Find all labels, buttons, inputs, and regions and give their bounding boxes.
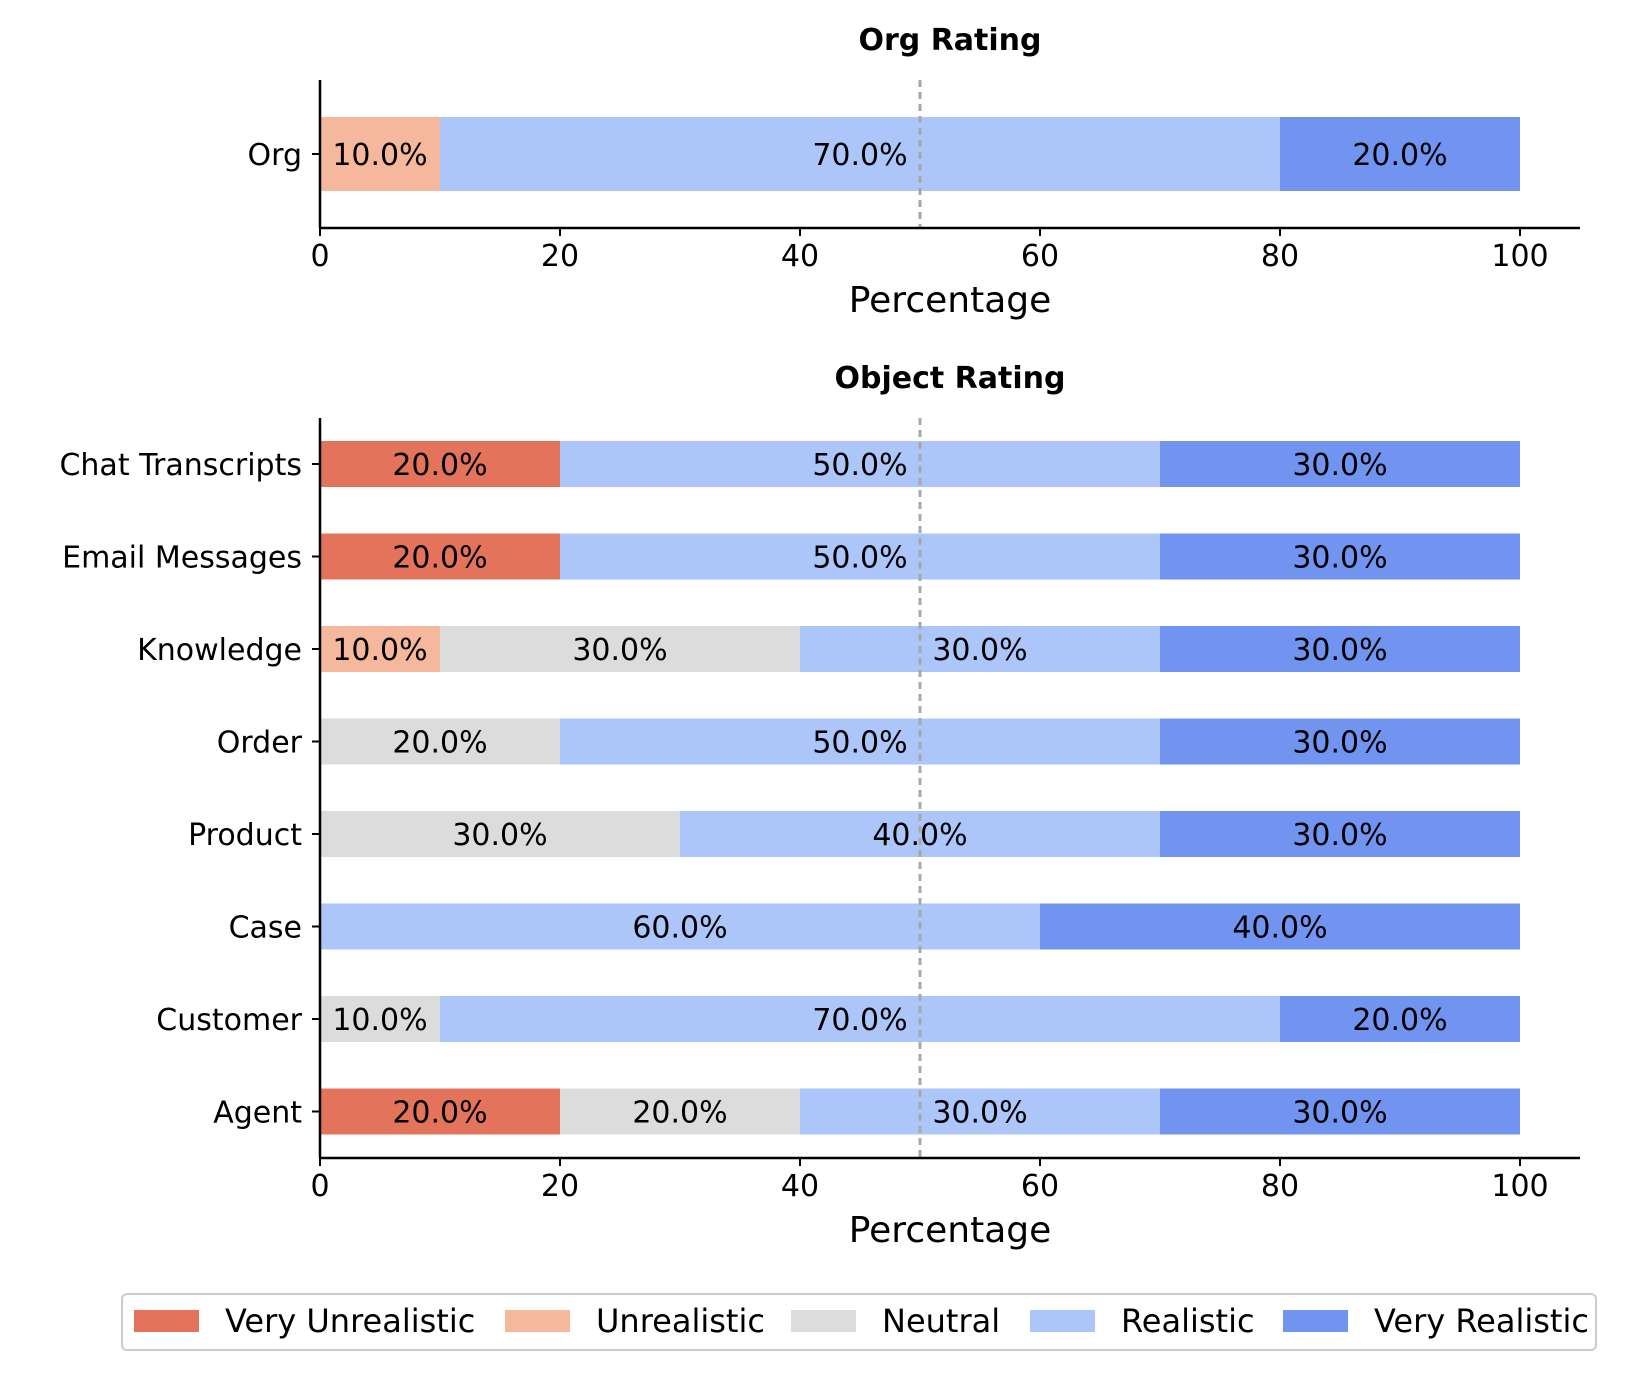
y-tick-label: Agent bbox=[213, 1096, 302, 1131]
data-label: 10.0% bbox=[332, 633, 427, 668]
x-tick-label: 60 bbox=[1021, 239, 1059, 274]
data-label: 30.0% bbox=[1292, 818, 1387, 853]
x-axis-label: Percentage bbox=[849, 280, 1052, 321]
x-tick-label: 20 bbox=[541, 239, 579, 274]
bar-very-realistic bbox=[1160, 441, 1520, 487]
legend-swatch-unrealistic bbox=[505, 1310, 570, 1332]
x-tick-label: 100 bbox=[1491, 239, 1548, 274]
bar-very-realistic bbox=[1160, 626, 1520, 672]
bar-neutral bbox=[320, 718, 560, 765]
bar-realistic bbox=[800, 1088, 1160, 1135]
bar-very-realistic bbox=[1160, 718, 1520, 765]
bar-very-realistic bbox=[1280, 117, 1520, 191]
data-label: 30.0% bbox=[452, 818, 547, 853]
x-tick-label: 0 bbox=[310, 1169, 329, 1204]
chart-title: Object Rating bbox=[835, 361, 1066, 396]
data-label: 30.0% bbox=[1292, 633, 1387, 668]
bar-realistic bbox=[800, 626, 1160, 672]
x-tick-label: 20 bbox=[541, 1169, 579, 1204]
bar-realistic bbox=[560, 441, 1160, 487]
legend-swatch-very-unrealistic bbox=[134, 1310, 199, 1332]
x-tick-label: 80 bbox=[1261, 1169, 1299, 1204]
org-rating-panel: Org Rating 10.0% 70.0% 20.0% Org 0 20 40 60 80 100… bbox=[248, 23, 1580, 321]
bar-realistic bbox=[440, 996, 1280, 1042]
bar-realistic bbox=[440, 117, 1280, 191]
data-label: 50.0% bbox=[812, 726, 907, 761]
bar-neutral bbox=[320, 996, 440, 1042]
y-tick-label: Product bbox=[188, 818, 302, 853]
data-label: 10.0% bbox=[332, 1003, 427, 1038]
data-label: 30.0% bbox=[572, 633, 667, 668]
bar-very-realistic bbox=[1160, 811, 1520, 857]
bar-very-unrealistic bbox=[320, 533, 560, 580]
legend-label-very-realistic: Very Realistic bbox=[1374, 1302, 1589, 1340]
bar-unrealistic bbox=[320, 626, 440, 672]
x-tick-label: 100 bbox=[1491, 1169, 1548, 1204]
data-label: 50.0% bbox=[812, 541, 907, 576]
bar-very-realistic bbox=[1160, 533, 1520, 580]
data-label: 20.0% bbox=[392, 541, 487, 576]
data-label: 20.0% bbox=[392, 726, 487, 761]
data-label: 20.0% bbox=[392, 1096, 487, 1131]
legend-label-very-unrealistic: Very Unrealistic bbox=[225, 1302, 475, 1340]
data-label: 60.0% bbox=[632, 911, 727, 946]
legend-swatch-realistic bbox=[1030, 1310, 1095, 1332]
y-tick-label: Knowledge bbox=[137, 633, 302, 668]
data-label: 30.0% bbox=[932, 633, 1027, 668]
data-label: 30.0% bbox=[1292, 1096, 1387, 1131]
x-tick-label: 0 bbox=[310, 239, 329, 274]
bar-unrealistic bbox=[320, 117, 440, 191]
data-label: 20.0% bbox=[1352, 1003, 1447, 1038]
bar-realistic bbox=[560, 533, 1160, 580]
bar-neutral bbox=[440, 626, 800, 672]
data-label: 30.0% bbox=[932, 1096, 1027, 1131]
data-label: 20.0% bbox=[632, 1096, 727, 1131]
data-label: 40.0% bbox=[1232, 911, 1327, 946]
bar-neutral bbox=[320, 811, 680, 857]
legend-swatch-very-realistic bbox=[1283, 1310, 1348, 1332]
legend: Very Unrealistic Unrealistic Neutral Realis… bbox=[121, 1293, 1597, 1351]
y-tick-label: Order bbox=[217, 726, 303, 761]
data-label: 70.0% bbox=[812, 138, 907, 173]
chart-title: Org Rating bbox=[858, 23, 1041, 58]
y-tick-label: Email Messages bbox=[62, 541, 302, 576]
y-tick-label: Case bbox=[229, 911, 302, 946]
data-label: 10.0% bbox=[332, 138, 427, 173]
data-label: 30.0% bbox=[1292, 726, 1387, 761]
x-tick-label: 80 bbox=[1261, 239, 1299, 274]
bar-very-unrealistic bbox=[320, 441, 560, 487]
y-tick-label: Org bbox=[248, 138, 302, 173]
bar-very-realistic bbox=[1160, 1088, 1520, 1135]
bar-very-unrealistic bbox=[320, 1088, 560, 1135]
data-label: 70.0% bbox=[812, 1003, 907, 1038]
data-label: 20.0% bbox=[392, 448, 487, 483]
object-rating-panel: Object Rating 20.0% 50.0% 30.0% Chat Transcr… bbox=[59, 361, 1580, 1251]
bar-very-realistic bbox=[1040, 903, 1520, 950]
legend-label-neutral: Neutral bbox=[882, 1302, 1000, 1340]
data-label: 30.0% bbox=[1292, 448, 1387, 483]
legend-swatch-neutral bbox=[791, 1310, 856, 1332]
x-axis-label: Percentage bbox=[849, 1210, 1052, 1251]
legend-label-realistic: Realistic bbox=[1121, 1302, 1255, 1340]
x-tick-label: 60 bbox=[1021, 1169, 1059, 1204]
data-label: 40.0% bbox=[872, 818, 967, 853]
bar-very-realistic bbox=[1280, 996, 1520, 1042]
y-tick-label: Customer bbox=[156, 1003, 302, 1038]
legend-frame bbox=[121, 1293, 1597, 1351]
y-tick-label: Chat Transcripts bbox=[59, 448, 302, 483]
bar-neutral bbox=[560, 1088, 800, 1135]
bar-realistic bbox=[560, 718, 1160, 765]
data-label: 20.0% bbox=[1352, 138, 1447, 173]
data-label: 30.0% bbox=[1292, 541, 1387, 576]
data-label: 50.0% bbox=[812, 448, 907, 483]
x-tick-label: 40 bbox=[781, 1169, 819, 1204]
x-tick-label: 40 bbox=[781, 239, 819, 274]
legend-label-unrealistic: Unrealistic bbox=[596, 1302, 765, 1340]
